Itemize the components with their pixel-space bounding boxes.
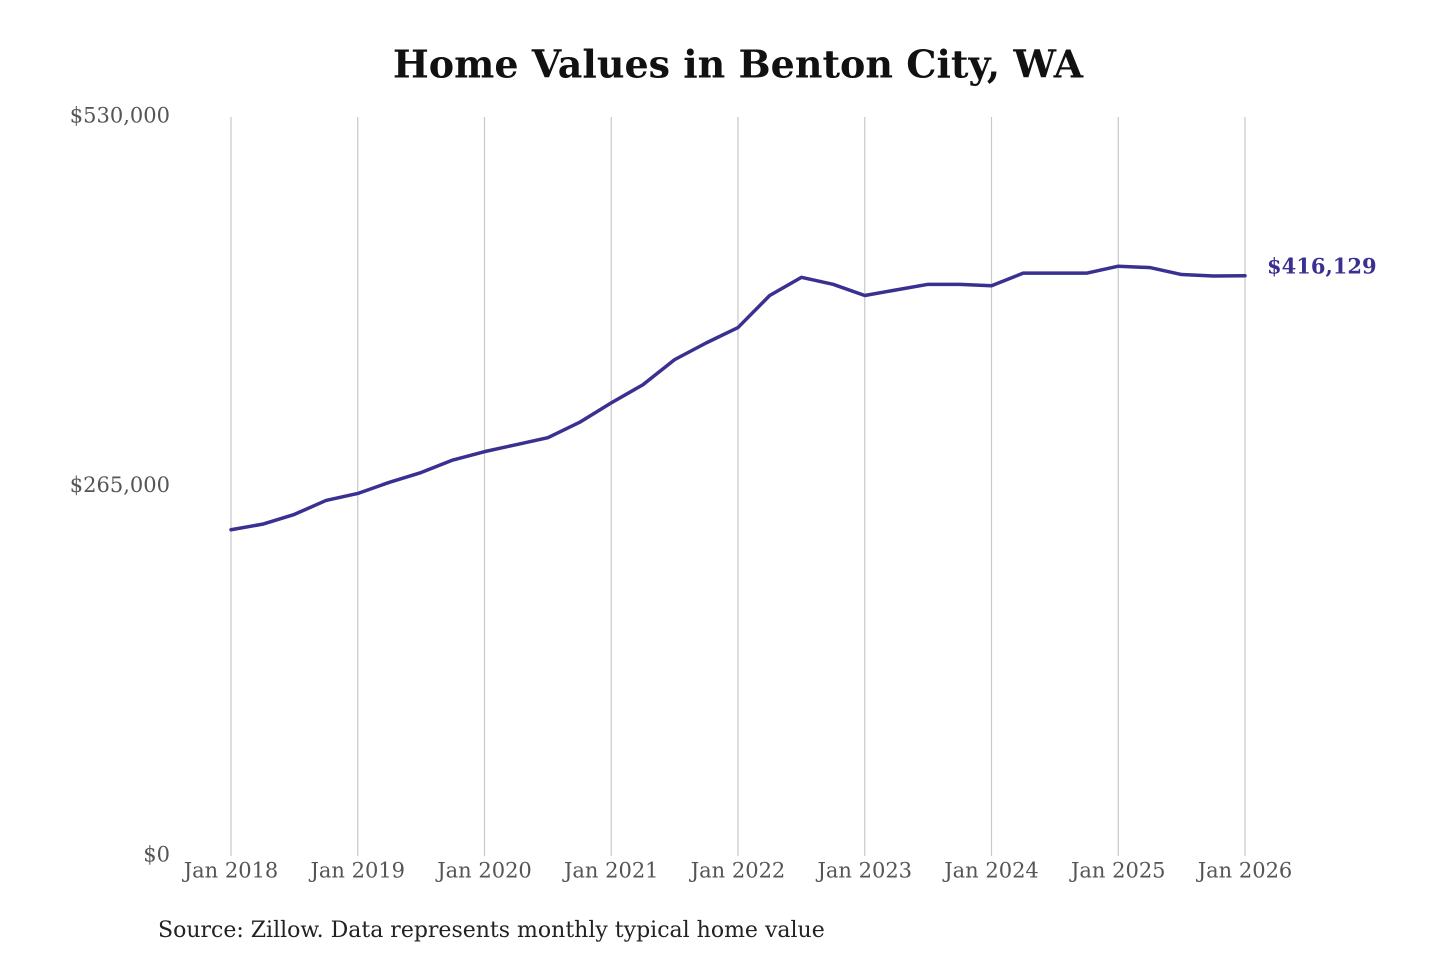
data-line (229, 264, 1247, 532)
y-tick-label: $530,000 (70, 104, 170, 128)
x-tick-label: Jan 2020 (435, 859, 532, 883)
x-tick-label: Jan 2018 (182, 859, 279, 883)
x-tick-label: Jan 2026 (1196, 859, 1293, 883)
x-tick-label: Jan 2021 (562, 859, 659, 883)
x-tick-label: Jan 2019 (308, 859, 405, 883)
value-label: $416,129 (1267, 253, 1377, 278)
x-tick-label: Jan 2022 (689, 859, 786, 883)
source-note: Source: Zillow. Data represents monthly … (158, 918, 825, 943)
y-tick-label: $265,000 (70, 473, 170, 497)
y-tick-label: $0 (143, 843, 170, 867)
x-tick-label: Jan 2025 (1069, 859, 1166, 883)
chart-title: Home Values in Benton City, WA (393, 42, 1084, 87)
x-tick-label: Jan 2023 (815, 859, 912, 883)
x-tick-label: Jan 2024 (942, 859, 1039, 883)
